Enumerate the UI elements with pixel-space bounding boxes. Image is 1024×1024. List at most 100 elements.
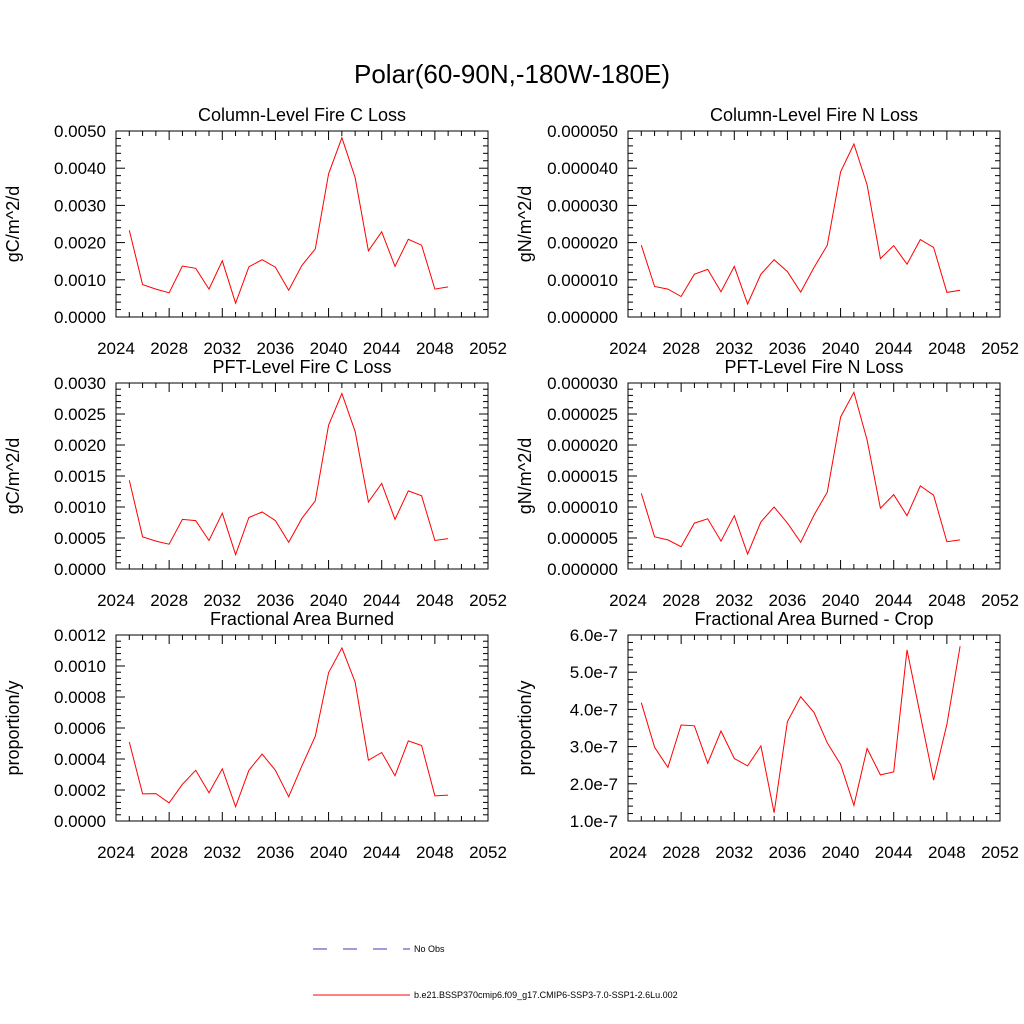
x-tick-label: 2024 [97, 843, 135, 862]
y-tick-label: 0.000000 [547, 308, 618, 327]
x-tick-label: 2040 [310, 843, 348, 862]
y-tick-label: 0.0020 [54, 436, 106, 455]
x-tick-label: 2044 [875, 591, 913, 610]
x-tick-label: 2044 [875, 843, 913, 862]
x-tick-label: 2048 [928, 843, 966, 862]
y-tick-label: 0.0005 [54, 529, 106, 548]
y-axis-label: gC/m^2/d [3, 438, 23, 514]
x-tick-label: 2044 [363, 591, 401, 610]
series-line [640, 142, 961, 306]
y-tick-label: 0.000005 [547, 529, 618, 548]
x-tick-label: 2036 [257, 339, 295, 358]
x-tick-label: 2028 [150, 591, 188, 610]
y-axis-label: gC/m^2/d [3, 186, 23, 262]
y-tick-label: 0.0000 [54, 308, 106, 327]
y-tick-label: 0.000015 [547, 467, 618, 486]
y-tick-label: 0.000030 [547, 374, 618, 393]
plot-frame [115, 634, 489, 822]
x-tick-label: 2040 [310, 591, 348, 610]
x-tick-label: 2052 [469, 843, 507, 862]
plot-frame [115, 130, 489, 318]
y-tick-label: 0.0010 [54, 657, 106, 676]
x-tick-label: 2024 [609, 591, 647, 610]
plot-frame [115, 382, 489, 570]
figure-title: Polar(60-90N,-180W-180E) [354, 59, 670, 89]
x-tick-label: 2032 [715, 339, 753, 358]
y-tick-label: 0.000050 [547, 122, 618, 141]
x-tick-label: 2028 [150, 843, 188, 862]
x-tick-label: 2032 [203, 843, 241, 862]
y-tick-label: 5.0e-7 [570, 663, 618, 682]
y-tick-label: 1.0e-7 [570, 812, 618, 831]
plot-frame [627, 130, 1001, 318]
y-axis-label: gN/m^2/d [515, 186, 535, 262]
series-line [128, 646, 449, 809]
chart-title: Fractional Area Burned - Crop [694, 609, 933, 629]
legend: No Obs b.e21.BSSP370cmip6.f09_g17.CMIP6-S… [313, 944, 678, 1000]
y-tick-label: 0.0040 [54, 159, 106, 178]
x-tick-label: 2032 [715, 843, 753, 862]
y-tick-label: 0.000000 [547, 560, 618, 579]
y-tick-label: 0.000020 [547, 436, 618, 455]
x-tick-label: 2040 [822, 339, 860, 358]
chart-panel-1: Column-Level Fire C Loss gC/m^2/d 2024 2028… [3, 105, 507, 358]
y-tick-label: 0.0000 [54, 812, 106, 831]
x-tick-label: 2052 [469, 339, 507, 358]
x-tick-label: 2036 [769, 591, 807, 610]
chart-title: Column-Level Fire N Loss [710, 105, 918, 125]
y-tick-label: 6.0e-7 [570, 626, 618, 645]
series-line [640, 646, 961, 813]
x-tick-label: 2036 [769, 843, 807, 862]
x-tick-label: 2036 [257, 843, 295, 862]
x-tick-label: 2024 [97, 591, 135, 610]
x-tick-label: 2032 [203, 339, 241, 358]
y-tick-label: 0.000010 [547, 498, 618, 517]
y-tick-label: 0.0050 [54, 122, 106, 141]
x-tick-label: 2048 [416, 591, 454, 610]
y-tick-label: 0.0004 [54, 750, 106, 769]
y-tick-label: 0.0010 [54, 498, 106, 517]
x-tick-label: 2052 [981, 339, 1019, 358]
x-tick-label: 2024 [609, 843, 647, 862]
x-tick-label: 2028 [662, 843, 700, 862]
y-tick-label: 0.0030 [54, 196, 106, 215]
x-tick-label: 2048 [928, 339, 966, 358]
x-tick-label: 2040 [822, 843, 860, 862]
x-tick-label: 2028 [662, 339, 700, 358]
y-tick-label: 0.000025 [547, 405, 618, 424]
chart-title: PFT-Level Fire C Loss [212, 357, 391, 377]
y-tick-label: 0.0000 [54, 560, 106, 579]
x-tick-label: 2052 [981, 843, 1019, 862]
x-tick-label: 2036 [769, 339, 807, 358]
chart-panel-4: PFT-Level Fire N Loss gN/m^2/d 2024 2028 203… [515, 357, 1019, 610]
y-tick-label: 2.0e-7 [570, 775, 618, 794]
x-tick-label: 2048 [416, 843, 454, 862]
x-tick-label: 2040 [822, 591, 860, 610]
x-tick-label: 2024 [609, 339, 647, 358]
y-axis-label: gN/m^2/d [515, 438, 535, 514]
x-tick-label: 2052 [469, 591, 507, 610]
x-tick-label: 2032 [715, 591, 753, 610]
chart-panel-2: Column-Level Fire N Loss gN/m^2/d 2024 2028… [515, 105, 1019, 358]
y-tick-label: 0.0002 [54, 781, 106, 800]
chart-title: PFT-Level Fire N Loss [724, 357, 903, 377]
series-line [640, 390, 961, 556]
chart-panel-5: Fractional Area Burned proportion/y 2024 20… [3, 609, 507, 862]
x-tick-label: 2040 [310, 339, 348, 358]
legend-label-no-obs: No Obs [414, 944, 445, 954]
y-axis-label: proportion/y [515, 680, 535, 775]
plot-frame [627, 634, 1001, 822]
y-tick-label: 0.000040 [547, 159, 618, 178]
legend-label-model: b.e21.BSSP370cmip6.f09_g17.CMIP6-SSP3-7.… [414, 990, 678, 1000]
x-tick-label: 2044 [363, 843, 401, 862]
y-tick-label: 0.0030 [54, 374, 106, 393]
y-axis-label: proportion/y [3, 680, 23, 775]
series-line [128, 136, 449, 305]
y-tick-label: 4.0e-7 [570, 700, 618, 719]
x-tick-label: 2044 [363, 339, 401, 358]
y-tick-label: 0.0015 [54, 467, 106, 486]
x-tick-label: 2024 [97, 339, 135, 358]
x-tick-label: 2048 [416, 339, 454, 358]
y-tick-label: 0.0008 [54, 688, 106, 707]
